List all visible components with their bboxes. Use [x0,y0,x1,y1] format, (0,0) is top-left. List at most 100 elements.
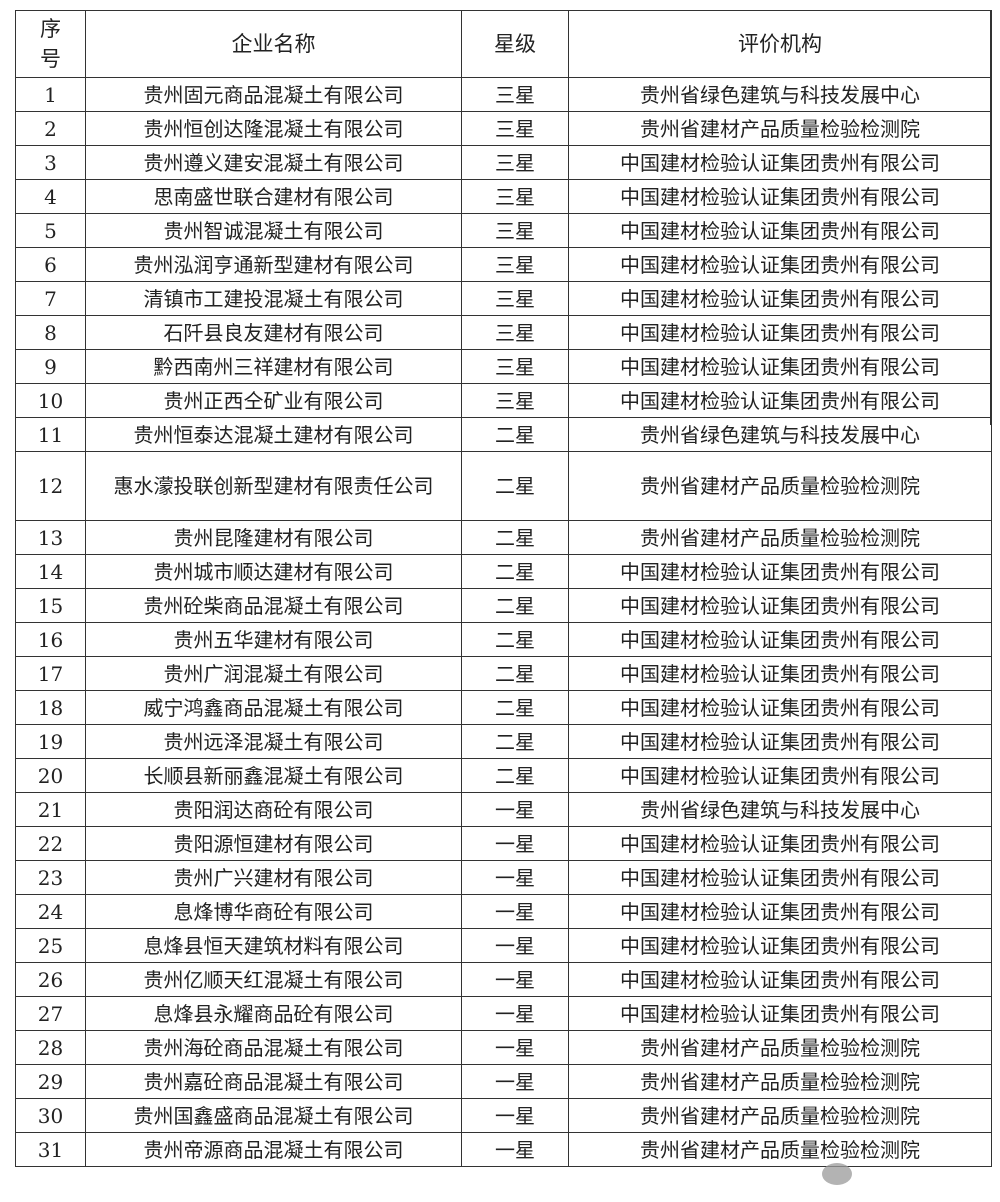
cell-org: 贵州省绿色建筑与科技发展中心 [568,77,992,112]
table-row: 20 长顺县新丽鑫混凝土有限公司 二星 中国建材检验认证集团贵州有限公司 [15,758,992,793]
cell-no: 3 [15,145,86,180]
cell-org: 中国建材检验认证集团贵州有限公司 [568,281,992,316]
cell-star: 二星 [461,554,569,589]
table-row: 16 贵州五华建材有限公司 二星 中国建材检验认证集团贵州有限公司 [15,622,992,657]
cell-org: 贵州省建材产品质量检验检测院 [568,1132,992,1167]
cell-org: 中国建材检验认证集团贵州有限公司 [568,588,992,623]
cell-org: 中国建材检验认证集团贵州有限公司 [568,622,992,657]
table-row: 27 息烽县永耀商品砼有限公司 一星 中国建材检验认证集团贵州有限公司 [15,996,992,1031]
cell-star: 三星 [461,77,569,112]
cell-name: 贵州远泽混凝土有限公司 [85,724,462,759]
cell-no: 1 [15,77,86,112]
cell-name: 贵州智诚混凝土有限公司 [85,213,462,248]
table-row: 7 清镇市工建投混凝土有限公司 三星 中国建材检验认证集团贵州有限公司 [15,281,992,316]
cell-name: 威宁鸿鑫商品混凝土有限公司 [85,690,462,725]
cell-name: 思南盛世联合建材有限公司 [85,179,462,214]
cell-no: 24 [15,894,86,929]
header-name: 企业名称 [85,10,462,78]
cell-no: 23 [15,860,86,895]
cell-star: 二星 [461,520,569,555]
table-row: 28 贵州海砼商品混凝土有限公司 一星 贵州省建材产品质量检验检测院 [15,1030,992,1065]
cell-name: 贵阳润达商砼有限公司 [85,792,462,827]
header-row: 序号 企业名称 星级 评价机构 [15,10,992,78]
cell-org: 贵州省建材产品质量检验检测院 [568,1098,992,1133]
cell-no: 14 [15,554,86,589]
cell-org: 中国建材检验认证集团贵州有限公司 [568,996,992,1031]
table-row: 21 贵阳润达商砼有限公司 一星 贵州省绿色建筑与科技发展中心 [15,792,992,827]
cell-star: 一星 [461,1132,569,1167]
cell-name: 贵州帝源商品混凝土有限公司 [85,1132,462,1167]
cell-org: 贵州省建材产品质量检验检测院 [568,451,992,521]
cell-org: 贵州省建材产品质量检验检测院 [568,1064,992,1099]
cell-org: 中国建材检验认证集团贵州有限公司 [568,758,992,793]
table-row: 12 惠水濛投联创新型建材有限责任公司 二星 贵州省建材产品质量检验检测院 [15,451,992,521]
cell-no: 21 [15,792,86,827]
cell-no: 10 [15,383,86,418]
table-row: 13 贵州昆隆建材有限公司 二星 贵州省建材产品质量检验检测院 [15,520,992,555]
cell-name: 清镇市工建投混凝土有限公司 [85,281,462,316]
cell-star: 二星 [461,622,569,657]
table-row: 4 思南盛世联合建材有限公司 三星 中国建材检验认证集团贵州有限公司 [15,179,992,214]
cell-org: 贵州省绿色建筑与科技发展中心 [568,417,992,452]
cell-name: 贵州昆隆建材有限公司 [85,520,462,555]
cell-name: 贵州广润混凝土有限公司 [85,656,462,691]
cell-name: 贵州砼柴商品混凝土有限公司 [85,588,462,623]
cell-org: 中国建材检验认证集团贵州有限公司 [568,179,992,214]
cell-no: 8 [15,315,86,350]
cell-star: 一星 [461,1098,569,1133]
cell-no: 9 [15,349,86,384]
table-row: 24 息烽博华商砼有限公司 一星 中国建材检验认证集团贵州有限公司 [15,894,992,929]
cell-star: 三星 [461,383,569,418]
cell-star: 三星 [461,145,569,180]
table-row: 23 贵州广兴建材有限公司 一星 中国建材检验认证集团贵州有限公司 [15,860,992,895]
cell-org: 中国建材检验认证集团贵州有限公司 [568,894,992,929]
cell-star: 一星 [461,928,569,963]
cell-name: 息烽博华商砼有限公司 [85,894,462,929]
table-row: 19 贵州远泽混凝土有限公司 二星 中国建材检验认证集团贵州有限公司 [15,724,992,759]
cell-no: 26 [15,962,86,997]
cell-star: 一星 [461,1064,569,1099]
table-row: 29 贵州嘉砼商品混凝土有限公司 一星 贵州省建材产品质量检验检测院 [15,1064,992,1099]
table-row: 22 贵阳源恒建材有限公司 一星 中国建材检验认证集团贵州有限公司 [15,826,992,861]
cell-org: 贵州省建材产品质量检验检测院 [568,520,992,555]
cell-name: 贵州海砼商品混凝土有限公司 [85,1030,462,1065]
cell-star: 二星 [461,656,569,691]
header-star: 星级 [461,10,569,78]
cell-name: 贵州广兴建材有限公司 [85,860,462,895]
table-row: 8 石阡县良友建材有限公司 三星 中国建材检验认证集团贵州有限公司 [15,315,992,350]
cell-star: 三星 [461,349,569,384]
cell-org: 贵州省绿色建筑与科技发展中心 [568,792,992,827]
watermark-logo-icon [822,1163,852,1185]
cell-no: 25 [15,928,86,963]
table-row: 6 贵州泓润亨通新型建材有限公司 三星 中国建材检验认证集团贵州有限公司 [15,247,992,282]
header-seq: 序号 [15,10,86,78]
cell-org: 中国建材检验认证集团贵州有限公司 [568,928,992,963]
cell-star: 二星 [461,758,569,793]
cell-star: 一星 [461,962,569,997]
cell-name: 长顺县新丽鑫混凝土有限公司 [85,758,462,793]
table-row: 15 贵州砼柴商品混凝土有限公司 二星 中国建材检验认证集团贵州有限公司 [15,588,992,623]
cell-name: 贵州城市顺达建材有限公司 [85,554,462,589]
cell-org: 中国建材检验认证集团贵州有限公司 [568,145,992,180]
cell-org: 中国建材检验认证集团贵州有限公司 [568,213,992,248]
cell-no: 20 [15,758,86,793]
header-org: 评价机构 [568,10,992,78]
cell-name: 贵州恒泰达混凝土建材有限公司 [85,417,462,452]
cell-star: 一星 [461,826,569,861]
cell-star: 二星 [461,588,569,623]
cell-star: 二星 [461,451,569,521]
cell-name: 贵州恒创达隆混凝土有限公司 [85,111,462,146]
cell-no: 16 [15,622,86,657]
cell-no: 2 [15,111,86,146]
cell-no: 5 [15,213,86,248]
cell-org: 中国建材检验认证集团贵州有限公司 [568,860,992,895]
cell-org: 中国建材检验认证集团贵州有限公司 [568,349,992,384]
cell-star: 三星 [461,281,569,316]
table-row: 3 贵州遵义建安混凝土有限公司 三星 中国建材检验认证集团贵州有限公司 [15,145,992,180]
cell-no: 18 [15,690,86,725]
cell-star: 三星 [461,315,569,350]
cell-no: 22 [15,826,86,861]
table-row: 17 贵州广润混凝土有限公司 二星 中国建材检验认证集团贵州有限公司 [15,656,992,691]
cell-star: 一星 [461,792,569,827]
cell-name: 贵州五华建材有限公司 [85,622,462,657]
